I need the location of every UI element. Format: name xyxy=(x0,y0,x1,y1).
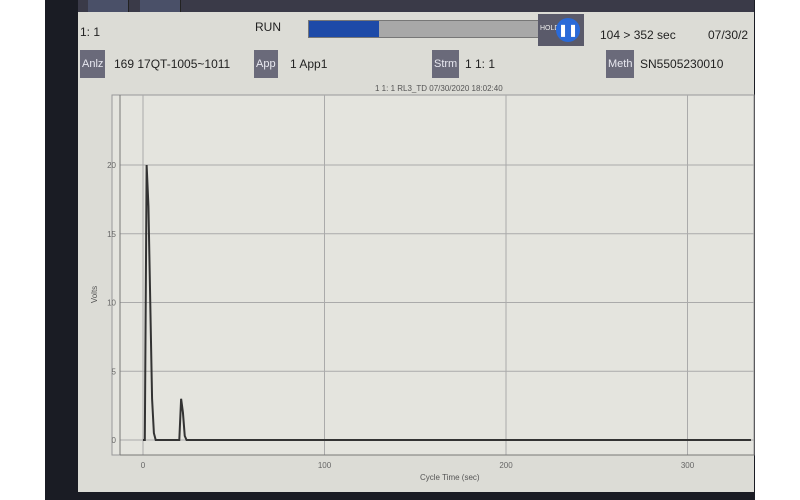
back-button[interactable] xyxy=(140,0,181,12)
chart-title: 1 1: 1 RL3_TD 07/30/2020 18:02:40 xyxy=(375,84,503,93)
stream-value: 1 1: 1 xyxy=(465,57,496,71)
x-tick-label: 200 xyxy=(499,461,513,470)
x-tick-label: 100 xyxy=(318,461,332,470)
pause-icon: ❚❚ xyxy=(556,18,580,42)
x-tick-label: 300 xyxy=(681,461,695,470)
position-readout: 1: 1 xyxy=(80,25,101,39)
run-progress-bar xyxy=(308,20,542,38)
y-tick-label: 0 xyxy=(112,436,117,445)
method-value: SN5505230010 xyxy=(640,57,724,71)
toolbar xyxy=(78,0,754,14)
plot-area xyxy=(111,94,755,456)
y-tick-label: 20 xyxy=(107,161,116,170)
x-axis-label: Cycle Time (sec) xyxy=(420,473,480,482)
pause-button[interactable] xyxy=(88,0,129,12)
y-tick-label: 15 xyxy=(107,230,116,239)
x-tick-label: 0 xyxy=(141,461,146,470)
date: 07/30/2 xyxy=(708,28,749,42)
y-tick-label: 5 xyxy=(112,367,117,376)
y-tick-label: 10 xyxy=(107,299,116,308)
series-line xyxy=(143,164,752,441)
label-strm: Strm xyxy=(432,50,460,78)
run-status: RUN xyxy=(255,20,281,34)
app-value: 1 App1 xyxy=(290,57,328,71)
label-app: App xyxy=(254,50,278,78)
time-status: 104 > 352 sec xyxy=(600,28,676,42)
label-meth: Meth xyxy=(606,50,635,78)
hold-label: HOLD xyxy=(540,25,560,32)
label-anlz: Anlz xyxy=(80,50,106,78)
hold-button[interactable]: HOLD ❚❚ xyxy=(538,14,584,46)
analyzer-value: 169 17QT-1005~1011 xyxy=(114,57,231,71)
